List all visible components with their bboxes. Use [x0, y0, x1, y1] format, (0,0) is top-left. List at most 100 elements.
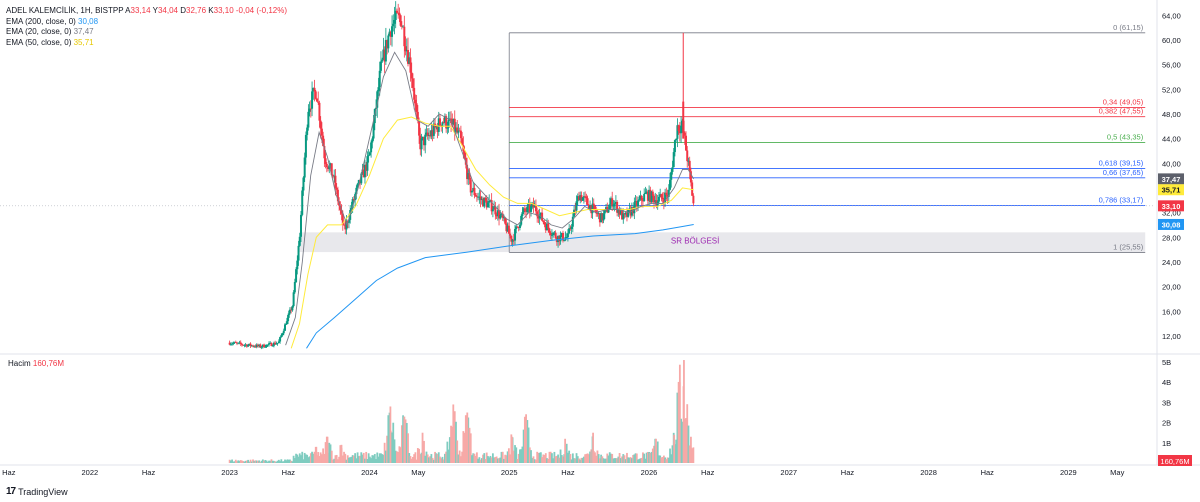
- volume-bar: [688, 445, 691, 463]
- candle-body: [660, 194, 663, 198]
- volume-bar: [630, 458, 633, 463]
- price-axis-tick: 32,00: [1162, 209, 1181, 218]
- volume-legend[interactable]: Hacim 160,76M: [8, 359, 64, 368]
- volume-bar: [605, 458, 607, 463]
- volume-bar: [265, 460, 268, 463]
- candle-body: [324, 158, 327, 164]
- candle-body: [253, 346, 256, 348]
- volume-bar: [599, 458, 601, 463]
- candle-body: [592, 203, 595, 206]
- candle-body: [228, 342, 231, 345]
- candle-body: [351, 199, 354, 209]
- candle-body: [552, 232, 555, 236]
- price-axis-tick: 24,00: [1162, 258, 1181, 267]
- volume-bar: [398, 446, 401, 463]
- candle-body: [331, 175, 334, 177]
- candle-body: [248, 343, 251, 346]
- volume-bar: [261, 459, 264, 463]
- ema200-legend-row[interactable]: EMA (200, close, 0) 30,08: [6, 17, 287, 28]
- volume-bar: [308, 456, 311, 463]
- tradingview-logo[interactable]: 17 TradingView: [6, 486, 68, 497]
- volume-bar: [519, 449, 521, 463]
- volume-bar: [491, 453, 494, 463]
- candle-body: [522, 208, 525, 213]
- volume-bar: [471, 455, 473, 463]
- volume-bar: [431, 457, 434, 463]
- volume-bar: [264, 459, 267, 463]
- volume-bar: [650, 451, 653, 463]
- volume-bar: [464, 415, 467, 463]
- candle-body: [470, 190, 473, 193]
- candle-body: [585, 196, 588, 199]
- candle-body: [482, 198, 485, 207]
- candle-body: [261, 344, 264, 347]
- volume-bar: [402, 415, 404, 463]
- candle-body: [541, 212, 544, 221]
- volume-bar: [639, 458, 642, 463]
- candle-body: [499, 215, 502, 219]
- volume-bar-peak: [592, 432, 594, 463]
- volume-bar: [585, 453, 588, 463]
- volume-bar-peak: [340, 444, 343, 463]
- volume-bar: [290, 460, 293, 463]
- volume-bar: [627, 457, 630, 463]
- volume-bar: [493, 457, 496, 463]
- candle-body: [671, 167, 674, 172]
- candle-body: [598, 213, 601, 223]
- candle-body: [505, 223, 508, 232]
- candle-body: [589, 205, 592, 210]
- candle-body: [347, 219, 350, 223]
- volume-bar: [551, 453, 553, 463]
- volume-bar: [341, 455, 344, 463]
- change-value: -0,04 (-0,12%): [235, 6, 288, 15]
- candle-body: [561, 233, 564, 241]
- candle-body: [512, 239, 515, 241]
- volume-bar: [644, 458, 647, 463]
- candle-body: [327, 167, 330, 170]
- candle-body: [312, 87, 315, 92]
- candle-body: [500, 213, 503, 216]
- volume-bar: [324, 442, 327, 463]
- volume-bar: [680, 418, 682, 463]
- volume-bar: [503, 458, 505, 463]
- volume-bar: [269, 460, 272, 463]
- candle-body: [448, 118, 451, 120]
- volume-bar: [297, 456, 300, 463]
- candle-body: [242, 344, 245, 346]
- candle-body: [313, 87, 316, 92]
- volume-bar: [439, 456, 441, 463]
- candle-body: [399, 15, 402, 26]
- candle-body: [605, 207, 608, 210]
- time-axis-tick: 2026: [641, 468, 658, 477]
- ema50-legend-row[interactable]: EMA (50, close, 0) 35,71: [6, 38, 287, 49]
- volume-bar: [414, 452, 417, 463]
- volume-bar: [420, 452, 423, 463]
- volume-bar: [589, 451, 591, 463]
- candle-body: [446, 127, 449, 129]
- candle-body: [430, 130, 433, 137]
- volume-bar: [484, 459, 487, 463]
- volume-bar: [248, 461, 251, 463]
- candle-body: [234, 342, 237, 344]
- candle-body: [486, 202, 489, 208]
- time-axis-tick: 2028: [920, 468, 937, 477]
- volume-bar: [617, 456, 620, 463]
- volume-bar: [600, 454, 603, 463]
- price-axis-tick: 12,00: [1162, 332, 1181, 341]
- volume-bar: [505, 455, 508, 463]
- candle-body: [580, 195, 583, 201]
- candle-body: [352, 199, 355, 201]
- candle-body: [419, 135, 422, 150]
- candle-body: [571, 216, 574, 227]
- candle-body: [445, 116, 448, 129]
- ema20-legend-row[interactable]: EMA (20, close, 0) 37,47: [6, 27, 287, 38]
- candle-body: [494, 206, 497, 215]
- volume-bar: [658, 455, 660, 463]
- volume-bar: [250, 461, 253, 463]
- volume-bar: [428, 457, 430, 463]
- volume-bar-peak: [403, 416, 406, 463]
- volume-bar: [253, 460, 256, 463]
- candle-body: [613, 203, 616, 205]
